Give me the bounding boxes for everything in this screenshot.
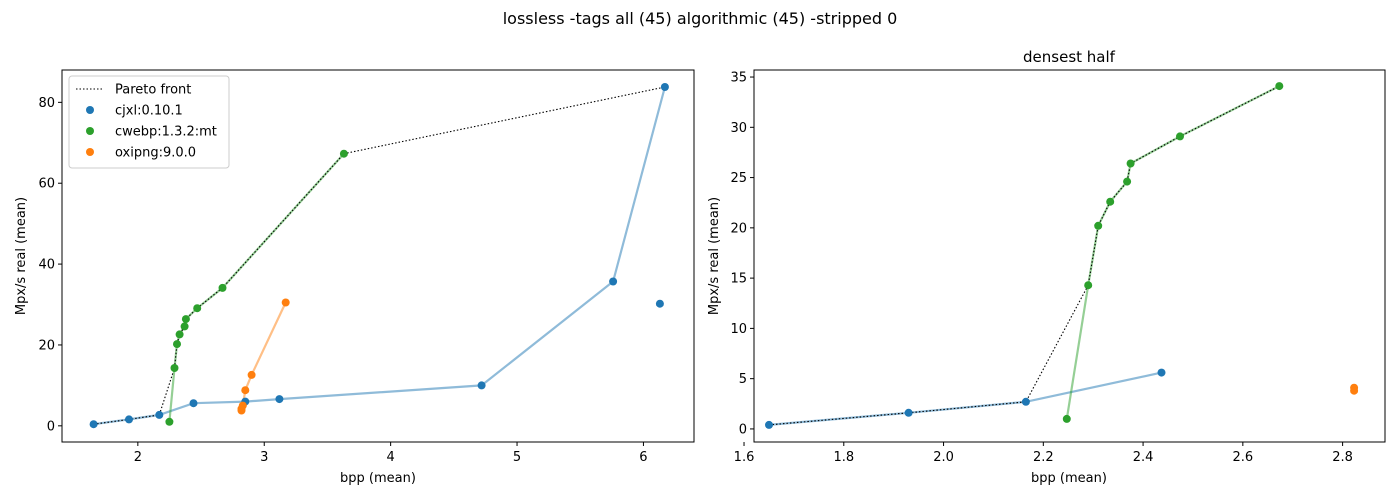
- left-cwebp-1-3-2-mt-point-0: [165, 417, 174, 426]
- left-cwebp-1-3-2-mt-point-2: [173, 340, 181, 349]
- left-legend: Pareto front cjxl:0.10.1 cwebp:1.3.2:mt oxi…: [68, 75, 230, 169]
- right-axes-frame: [753, 69, 1386, 443]
- legend-pareto-front-label: Pareto front: [115, 83, 191, 98]
- left-cjxl-0-10-1-point-9: [655, 299, 664, 308]
- right-cjxl-0-10-1-point-2: [1021, 397, 1030, 406]
- left-cjxl-0-10-1-point-5: [275, 395, 284, 404]
- right-cjxl-0-10-1-point-0: [765, 420, 773, 429]
- left-cwebp-1-3-2-mt-series-line: [168, 152, 345, 422]
- right-y-axis-label: Mpx/s real (mean): [707, 197, 722, 315]
- left-oxipng-9-0-0-series-line: [240, 302, 287, 411]
- left-x-tick-label: 4: [386, 450, 394, 465]
- legend-oxipng-9-0-0-label: oxipng:9.0.0: [115, 146, 196, 161]
- left-cjxl-0-10-1-point-6: [477, 381, 486, 390]
- left-cwebp-1-3-2-mt-point-8: [339, 149, 348, 158]
- left-cwebp-1-3-2-mt-point-5: [181, 315, 190, 324]
- left-x-tick-label: 5: [513, 450, 521, 465]
- left-oxipng-9-0-0-point-2: [238, 401, 247, 410]
- right-x-axis-label: bpp (mean): [1031, 471, 1107, 486]
- right-cwebp-1-3-2-mt-point-6: [1176, 132, 1184, 141]
- right-cjxl-0-10-1-point-3: [1157, 368, 1166, 377]
- figure-suptitle: lossless -tags all (45) algorithmic (45)…: [503, 9, 898, 28]
- left-cjxl-0-10-1-point-1: [125, 415, 133, 424]
- legend-cwebp-1-3-2-mt-label: cwebp:1.3.2:mt: [115, 125, 217, 140]
- right-y-tick-label: 15: [730, 272, 747, 287]
- right-y-tick-label: 20: [730, 221, 747, 236]
- right-y-tick-label: 0: [739, 422, 747, 437]
- left-cjxl-0-10-1-point-7: [609, 277, 618, 286]
- right-cjxl-0-10-1-series-line: [768, 371, 1162, 426]
- right-cwebp-1-3-2-mt-point-2: [1094, 221, 1103, 230]
- legend-cjxl-0-10-1-label: cjxl:0.10.1: [115, 104, 183, 119]
- right-cwebp-1-3-2-mt-point-1: [1084, 281, 1093, 290]
- left-y-tick-label: 20: [38, 338, 55, 353]
- legend-cjxl-0-10-1-swatch: [86, 106, 94, 114]
- left-y-tick-label: 60: [38, 177, 55, 192]
- left-y-axis-label: Mpx/s real (mean): [14, 197, 29, 315]
- left-cwebp-1-3-2-mt-point-1: [170, 364, 179, 372]
- right-cwebp-1-3-2-mt-point-4: [1123, 177, 1132, 186]
- left-cjxl-0-10-1-point-2: [155, 410, 164, 419]
- right-x-tick-label: 2.2: [1033, 450, 1054, 465]
- left-x-axis-label: bpp (mean): [340, 471, 416, 486]
- right-y-tick-label: 35: [730, 71, 747, 86]
- legend-box: [68, 75, 230, 169]
- left-oxipng-9-0-0-point-4: [247, 370, 256, 379]
- right-cwebp-1-3-2-mt-point-3: [1106, 197, 1115, 206]
- left-cwebp-1-3-2-mt-point-6: [193, 304, 202, 313]
- left-x-tick-label: 6: [639, 450, 647, 465]
- right-x-tick-label: 2.6: [1232, 450, 1253, 465]
- left-cjxl-0-10-1-point-0: [89, 420, 98, 429]
- right-x-tick-label: 1.8: [833, 450, 854, 465]
- left-cwebp-1-3-2-mt-point-3: [175, 330, 184, 339]
- left-y-tick-label: 40: [38, 258, 55, 273]
- left-x-tick-label: 3: [260, 450, 268, 465]
- right-cwebp-1-3-2-mt-point-5: [1126, 159, 1135, 168]
- left-axes-frame: [61, 69, 695, 443]
- right-cjxl-0-10-1-point-1: [904, 408, 913, 417]
- right-y-tick-label: 5: [739, 372, 747, 387]
- left-y-tick-label: 0: [47, 419, 55, 434]
- left-cjxl-0-10-1-point-3: [189, 399, 198, 408]
- right-pareto-front-line: [768, 85, 1280, 426]
- left-cjxl-0-10-1-point-8: [660, 83, 669, 91]
- left-oxipng-9-0-0-point-5: [281, 298, 290, 307]
- left-pareto-front-line: [93, 86, 666, 425]
- right-plot: 1.6 1.8 2.0 2.2 2.4 2.6 2.8 0 5 10 15 20 25 30 35: [730, 69, 1386, 465]
- legend-oxipng-9-0-0-swatch: [86, 148, 94, 156]
- right-x-tick-label: 2.8: [1332, 450, 1353, 465]
- right-x-tick-label: 2.4: [1133, 450, 1154, 465]
- right-x-tick-label: 1.6: [734, 450, 755, 465]
- right-cwebp-1-3-2-mt-series-line: [1065, 85, 1280, 420]
- right-oxipng-9-0-0-point-1: [1350, 383, 1359, 392]
- legend-cwebp-1-3-2-mt-swatch: [86, 127, 94, 135]
- left-y-tick-label: 80: [38, 96, 55, 111]
- left-x-tick-label: 2: [134, 450, 142, 465]
- left-cwebp-1-3-2-mt-point-4: [180, 322, 189, 331]
- right-y-tick-label: 10: [730, 322, 747, 337]
- right-y-tick-label: 30: [730, 121, 747, 136]
- right-cwebp-1-3-2-mt-point-7: [1275, 82, 1284, 91]
- right-x-tick-label: 2.0: [933, 450, 954, 465]
- right-cwebp-1-3-2-mt-point-0: [1062, 414, 1071, 423]
- right-plot-title: densest half: [1023, 48, 1116, 66]
- left-oxipng-9-0-0-point-3: [241, 386, 250, 395]
- left-cwebp-1-3-2-mt-point-7: [218, 283, 227, 292]
- right-y-tick-label: 25: [730, 171, 747, 186]
